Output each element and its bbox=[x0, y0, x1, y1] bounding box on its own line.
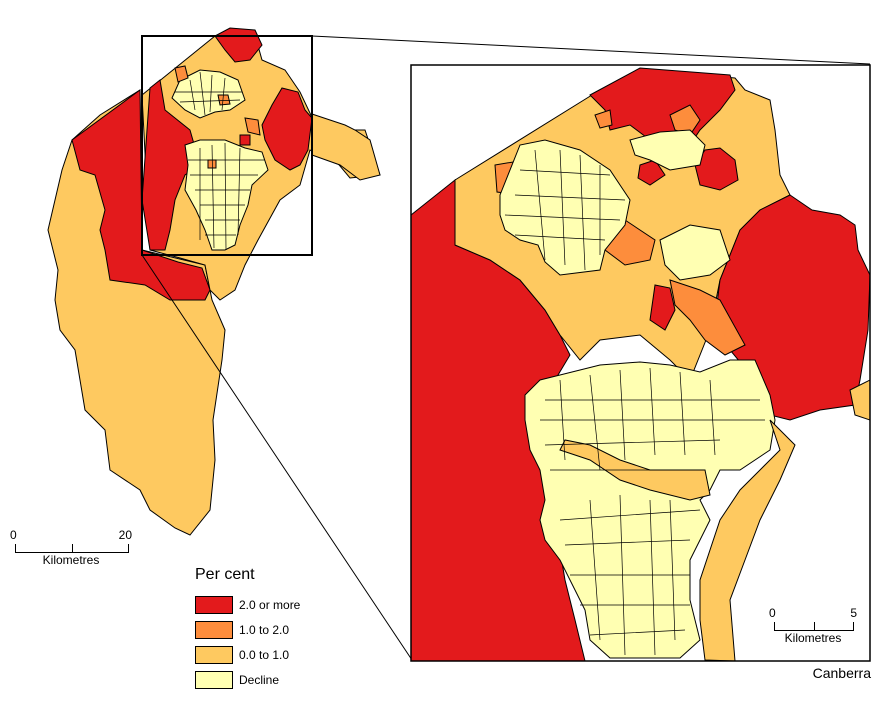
legend-swatch-1-to-2 bbox=[195, 620, 233, 639]
legend-label: 0.0 to 1.0 bbox=[239, 647, 290, 662]
overview-map bbox=[47, 27, 381, 536]
legend-title: Per cent bbox=[195, 566, 255, 583]
inset-scale-end: 5 bbox=[850, 606, 857, 620]
overview-scale-bar: 0 20 Kilometres bbox=[10, 528, 132, 567]
legend-item: 2.0 or more bbox=[195, 592, 300, 617]
legend-swatch-decline bbox=[195, 670, 233, 689]
legend-label: Decline bbox=[239, 672, 280, 687]
connector-line-top bbox=[311, 35, 871, 65]
legend-item: 0.0 to 1.0 bbox=[195, 642, 300, 667]
legend-swatch-0-to-1 bbox=[195, 645, 233, 664]
legend-label: 1.0 to 2.0 bbox=[239, 622, 290, 637]
overview-scale-unit: Kilometres bbox=[42, 553, 100, 567]
legend-item: Decline bbox=[195, 667, 300, 692]
inset-extent-box bbox=[141, 35, 313, 256]
overview-scale-start: 0 bbox=[10, 528, 17, 542]
overview-scale-end: 20 bbox=[118, 528, 132, 542]
legend: Per cent 2.0 or more 1.0 to 2.0 0.0 to 1… bbox=[195, 566, 300, 692]
legend-item: 1.0 to 2.0 bbox=[195, 617, 300, 642]
inset-caption: Canberra bbox=[812, 665, 871, 681]
legend-swatch-2-or-more bbox=[195, 595, 233, 614]
inset-scale-unit: Kilometres bbox=[784, 631, 842, 645]
inset-frame bbox=[410, 64, 871, 662]
inset-scale-bar: 0 5 Kilometres bbox=[769, 606, 857, 645]
legend-label: 2.0 or more bbox=[239, 597, 301, 612]
inset-scale-start: 0 bbox=[769, 606, 776, 620]
connector-line-bottom bbox=[141, 254, 413, 661]
inset-map bbox=[410, 64, 871, 662]
